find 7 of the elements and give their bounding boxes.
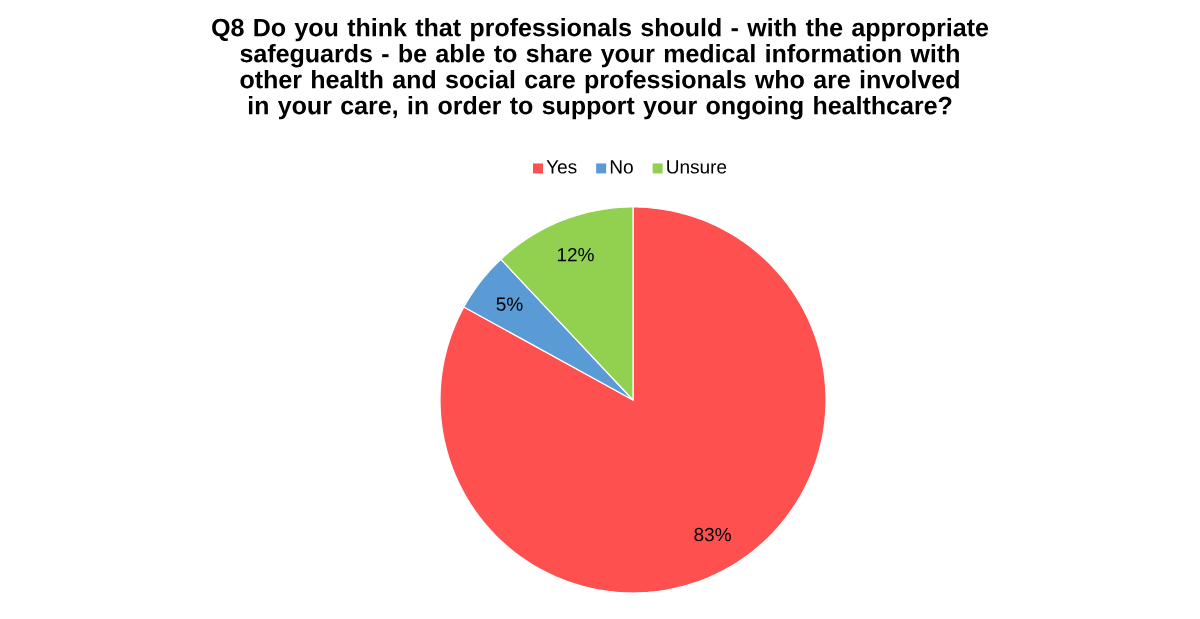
data-label: 83% bbox=[694, 527, 731, 542]
data-label: 12% bbox=[557, 247, 594, 262]
legend-label: Yes bbox=[546, 160, 577, 174]
chart-title: Q8 Do you think that professionals should - with the appropriate safeguards - be able to share your medical information with other health and social care professionals who are involved in your care, in order to support your ongoing healthcare? bbox=[212, 18, 989, 120]
data-label: 5% bbox=[496, 297, 523, 311]
legend-label: Unsure bbox=[667, 160, 727, 174]
legend-label: No bbox=[610, 160, 633, 174]
